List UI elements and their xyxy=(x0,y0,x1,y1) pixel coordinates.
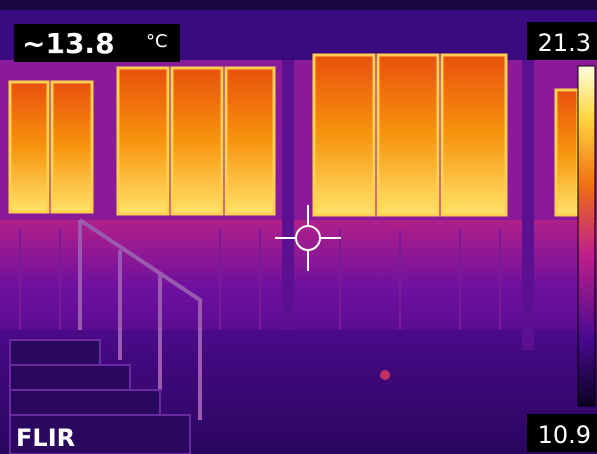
color-scale xyxy=(578,66,595,406)
measurement-unit: °C xyxy=(146,31,168,52)
logo: FLIR xyxy=(16,424,75,452)
scale-max: 21.3 xyxy=(538,29,591,57)
measurement-value: ~13.8 xyxy=(22,27,115,60)
scene xyxy=(0,0,597,454)
thermal-view: ~13.8 °C 21.3 10.9 FLIR xyxy=(0,0,597,454)
scale-min: 10.9 xyxy=(538,421,591,449)
